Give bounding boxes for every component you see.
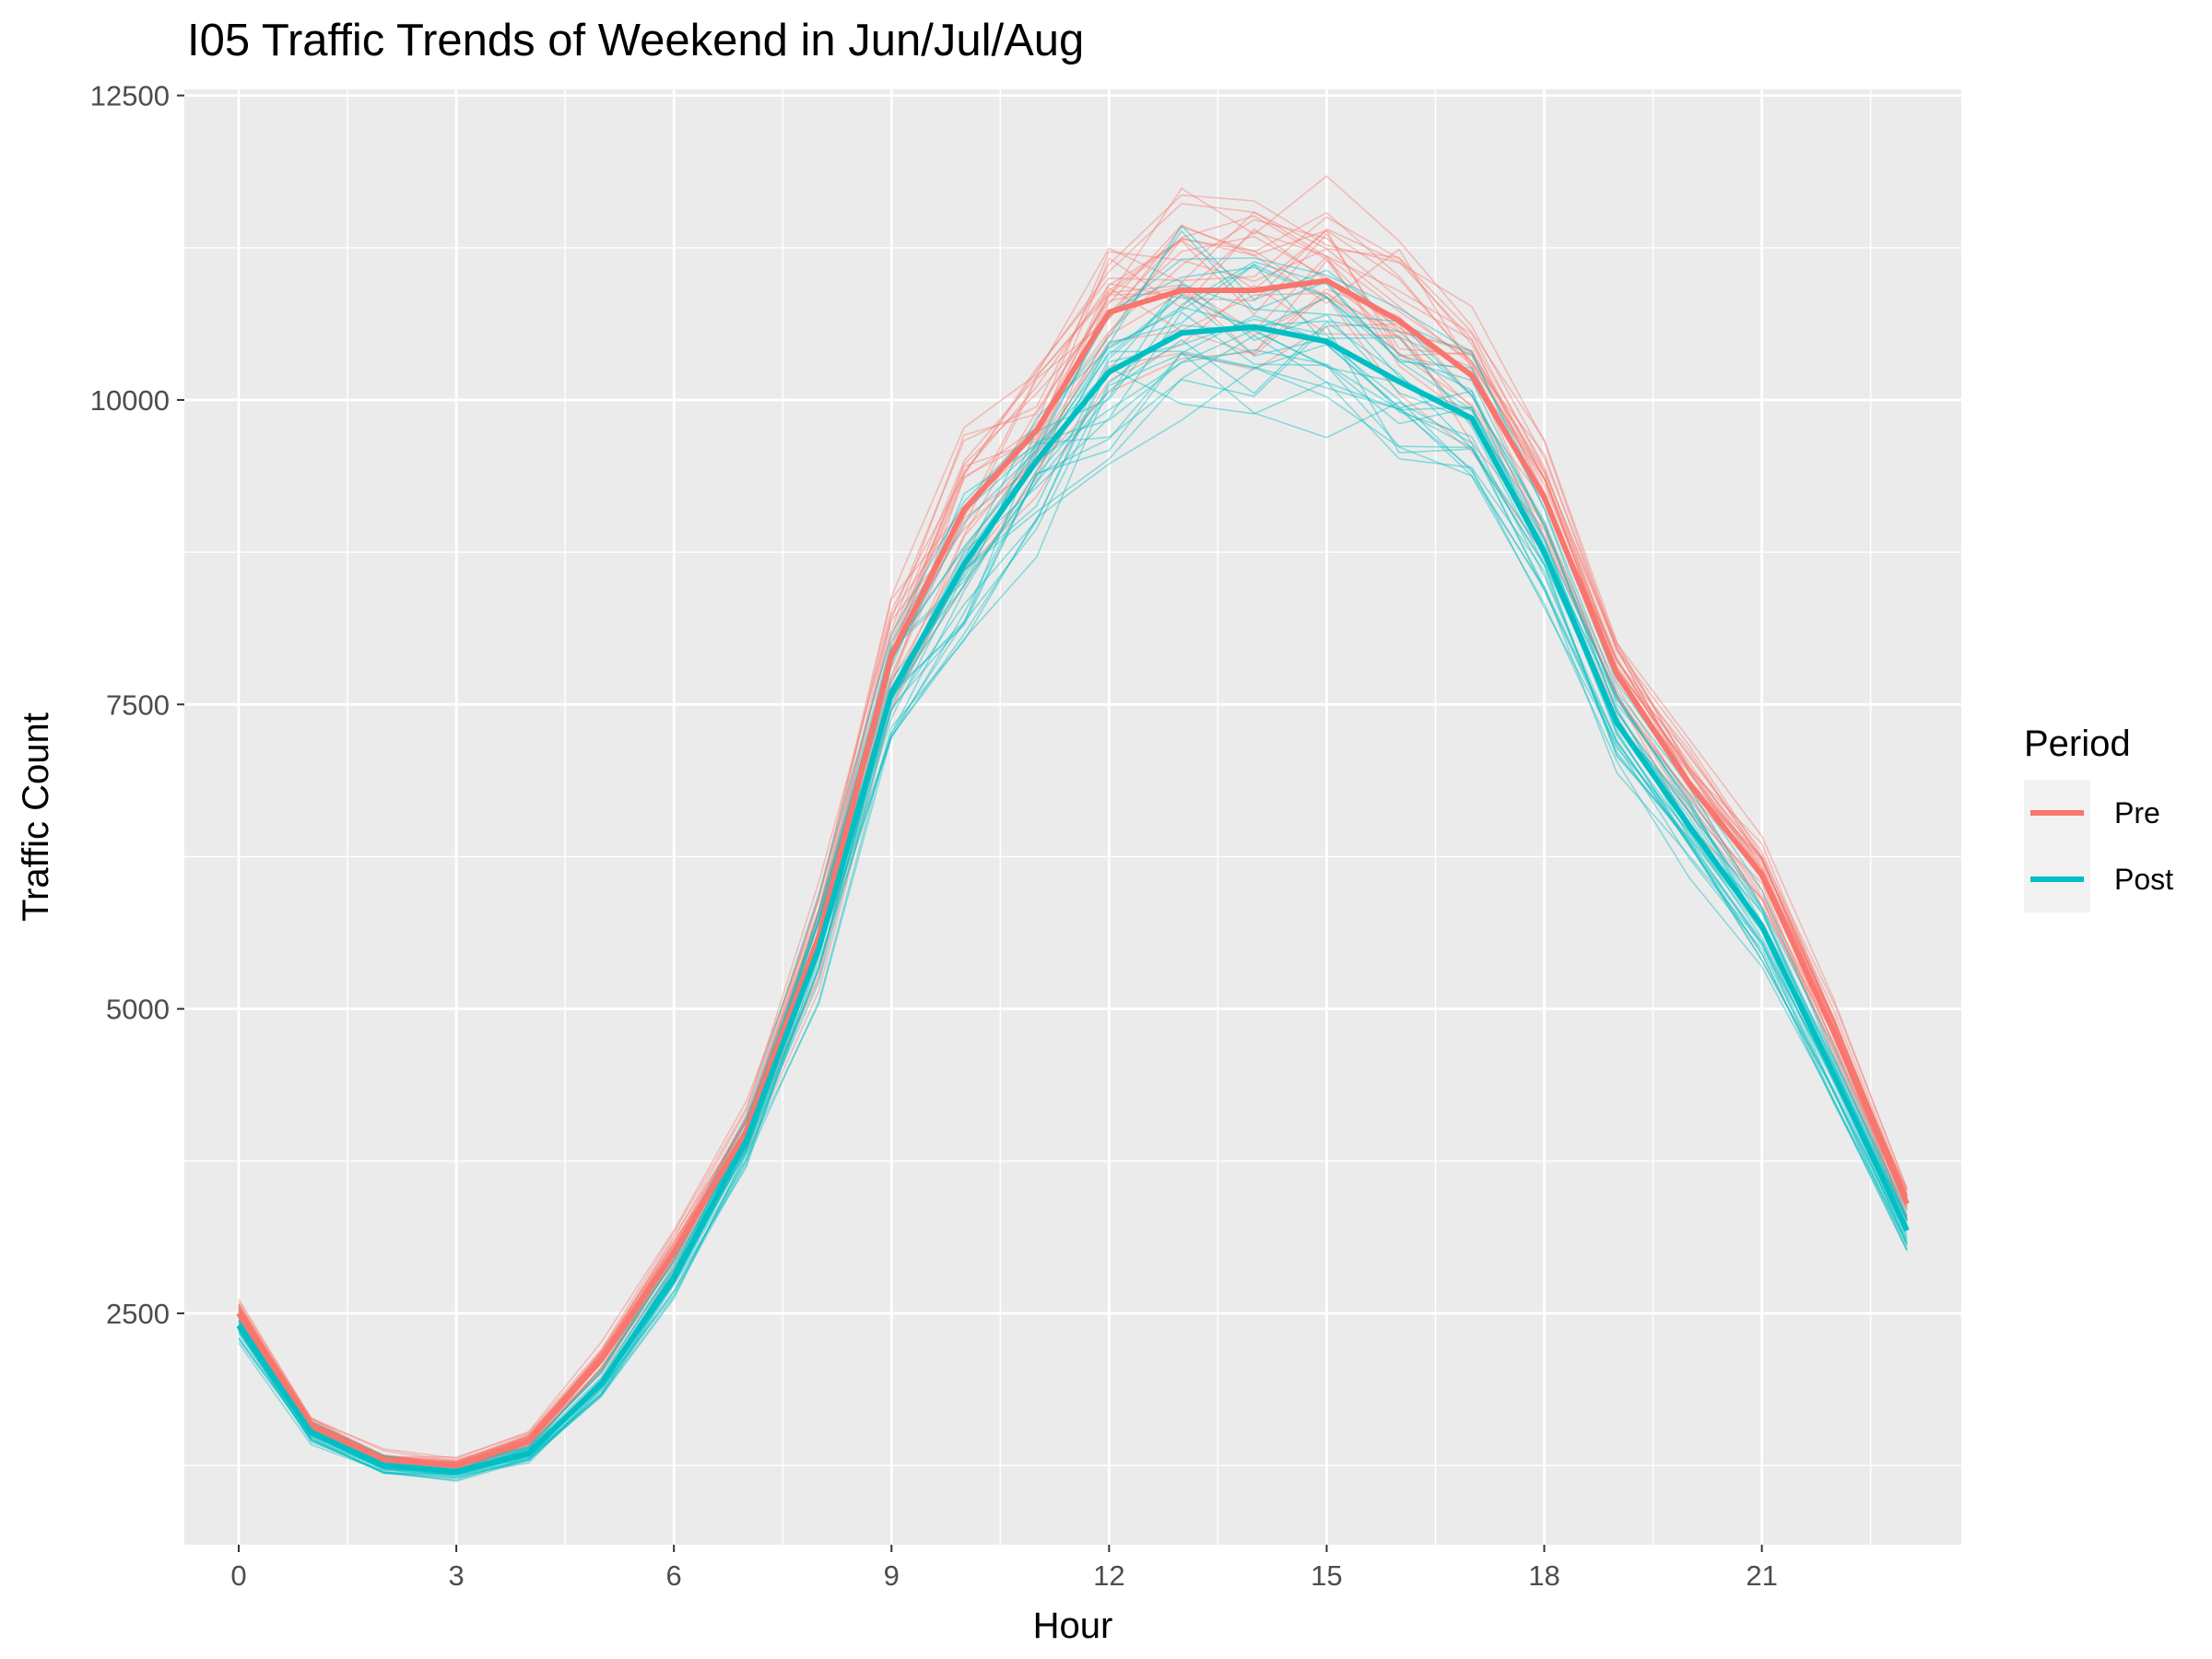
day-line-post: [238, 335, 1908, 1481]
y-tick-label: 12500: [90, 80, 170, 112]
day-line-pre: [238, 291, 1908, 1471]
y-tick-label: 5000: [106, 994, 170, 1026]
day-line-pre: [238, 248, 1908, 1463]
axis-ticks: [177, 94, 1763, 1552]
day-line-pre: [238, 284, 1908, 1469]
day-line-pre: [238, 215, 1908, 1465]
day-line-post: [238, 314, 1908, 1479]
day-line-post: [238, 324, 1908, 1480]
day-line-post: [238, 224, 1908, 1468]
day-line-post: [238, 306, 1908, 1473]
day-line-post: [238, 266, 1908, 1472]
x-axis-title: Hour: [1033, 1606, 1113, 1646]
y-tick-label: 10000: [90, 384, 170, 417]
y-tick-label: 2500: [106, 1298, 170, 1330]
day-line-pre: [238, 174, 1908, 1460]
day-line-post: [238, 343, 1908, 1477]
y-tick-label: 7500: [106, 688, 170, 721]
day-line-post: [238, 280, 1908, 1470]
day-line-pre: [238, 216, 1908, 1465]
x-tick-label: 0: [230, 1559, 246, 1592]
day-line-pre: [238, 202, 1908, 1463]
x-tick-label: 6: [666, 1559, 682, 1592]
plot-panel: [184, 89, 1961, 1545]
series-lines: [236, 277, 1910, 1475]
y-axis-title: Traffic Count: [16, 712, 56, 922]
x-tick-label: 3: [448, 1559, 464, 1592]
day-line-post: [238, 353, 1908, 1482]
x-tick-label: 12: [1093, 1559, 1124, 1592]
series-line-post: [236, 324, 1910, 1475]
day-line-pre: [238, 237, 1908, 1466]
day-line-pre: [238, 194, 1908, 1463]
day-line-post: [238, 318, 1908, 1476]
day-line-post: [238, 311, 1908, 1476]
major-gridlines: [184, 89, 1961, 1545]
legend-title: Period: [2024, 724, 2131, 764]
x-tick-label: 21: [1746, 1559, 1777, 1592]
day-line-post: [238, 257, 1908, 1466]
day-line-post: [238, 351, 1908, 1478]
day-line-post: [238, 229, 1908, 1467]
series-line-pre: [236, 277, 1910, 1469]
day-line-pre: [238, 230, 1908, 1461]
legend-label-pre: Pre: [2114, 796, 2160, 830]
tick-labels: 0 3 6 9 12 15 18 21 2500 5000 7500 10000 12500: [90, 80, 1778, 1592]
x-tick-label: 15: [1311, 1559, 1342, 1592]
x-tick-label: 18: [1528, 1559, 1559, 1592]
x-tick-label: 9: [884, 1559, 900, 1592]
legend-label-post: Post: [2114, 863, 2173, 896]
chart-title: I05 Traffic Trends of Weekend in Jun/Jul…: [187, 16, 1084, 65]
day-line-pre: [238, 218, 1908, 1466]
day-line-pre: [238, 211, 1908, 1458]
day-line-post: [238, 321, 1908, 1473]
legend: Period Pre Post: [2024, 724, 2173, 912]
